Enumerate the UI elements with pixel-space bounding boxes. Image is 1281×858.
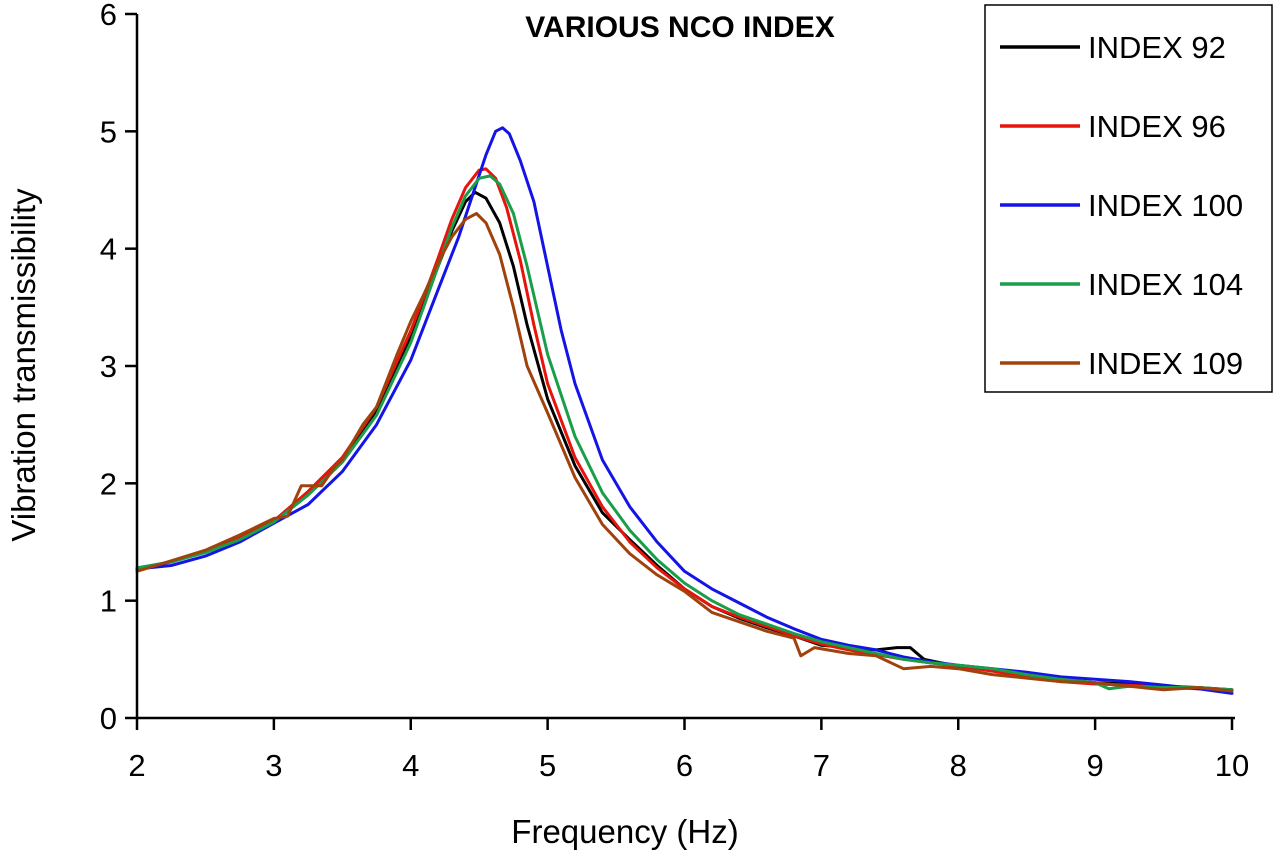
x-axis-ticks: 2 3 4 5 6 7 8 9 10 (128, 718, 1249, 783)
legend-label: INDEX 104 (1088, 267, 1243, 302)
x-tick-label: 3 (265, 748, 282, 783)
series-line-4 (135, 174, 1234, 692)
plot-lines (135, 126, 1234, 695)
x-tick-label: 7 (813, 748, 830, 783)
x-tick-label: 2 (128, 748, 145, 783)
legend-label: INDEX 96 (1088, 109, 1226, 144)
x-tick-label: 10 (1215, 748, 1249, 783)
y-tick-label: 5 (100, 114, 117, 149)
legend-label: INDEX 100 (1088, 188, 1243, 223)
legend: INDEX 92 INDEX 96 INDEX 100 INDEX 104 INDEX … (984, 4, 1273, 393)
x-axis-title: Frequency (Hz) (511, 813, 738, 850)
chart-title: VARIOUS NCO INDEX (525, 11, 834, 44)
y-tick-label: 3 (100, 349, 117, 384)
x-tick-label: 5 (539, 748, 556, 783)
x-tick-label: 8 (950, 748, 967, 783)
y-tick-label: 1 (100, 584, 117, 619)
legend-label: INDEX 109 (1088, 346, 1243, 381)
y-axis-title: Vibration transmissibility (5, 188, 42, 542)
y-tick-label: 2 (100, 466, 117, 501)
x-tick-label: 9 (1087, 748, 1104, 783)
y-axis-ticks: 0 1 2 3 4 5 6 (100, 0, 137, 736)
y-tick-label: 4 (100, 232, 117, 267)
y-tick-label: 0 (100, 701, 117, 736)
legend-label: INDEX 92 (1088, 30, 1226, 65)
legend-box (984, 4, 1273, 393)
x-tick-label: 4 (402, 748, 419, 783)
y-tick-label: 6 (100, 0, 117, 32)
series-line-5 (135, 212, 1234, 693)
x-tick-label: 6 (676, 748, 693, 783)
